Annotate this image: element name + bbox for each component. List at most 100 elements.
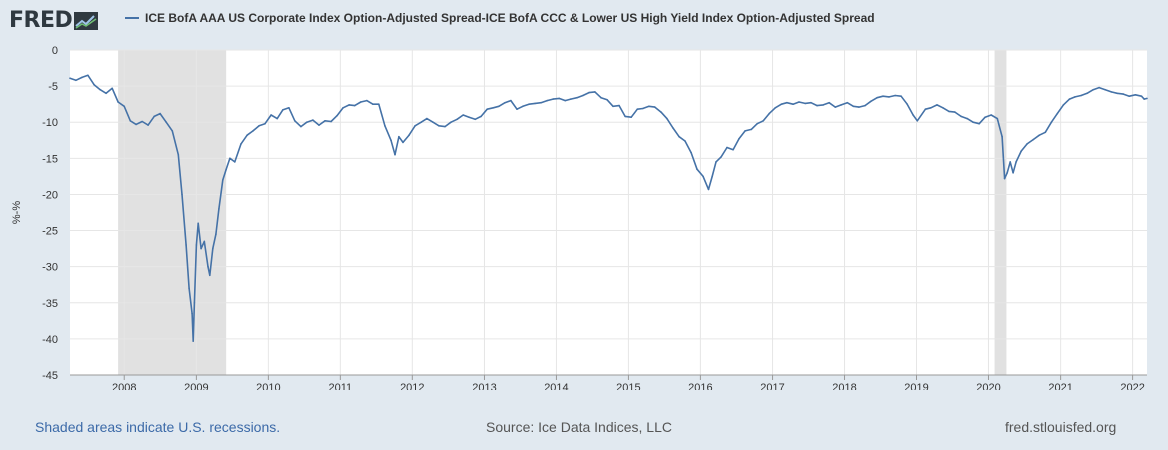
data-point xyxy=(432,121,434,123)
data-point xyxy=(1015,161,1017,163)
data-point xyxy=(111,87,113,90)
data-point xyxy=(1032,138,1034,141)
data-point xyxy=(1003,177,1006,180)
plot-area xyxy=(70,50,1147,375)
data-point xyxy=(558,97,560,100)
data-point xyxy=(288,107,290,109)
data-point xyxy=(960,115,962,118)
data-point xyxy=(181,193,183,196)
data-point xyxy=(153,115,155,118)
data-point xyxy=(1012,172,1014,174)
data-point xyxy=(916,120,919,122)
data-point xyxy=(312,119,314,121)
source-note: Source: Ice Data Indices, LLC xyxy=(486,419,672,435)
data-point xyxy=(1110,91,1113,93)
data-point xyxy=(486,108,489,110)
data-point xyxy=(948,110,950,113)
data-point xyxy=(912,114,914,116)
data-point xyxy=(171,130,174,132)
data-point xyxy=(1009,161,1011,163)
data-point xyxy=(528,103,530,105)
data-point xyxy=(1044,131,1047,134)
data-point xyxy=(540,101,542,104)
data-point xyxy=(804,102,806,105)
data-point xyxy=(87,74,89,77)
data-point xyxy=(1116,92,1118,95)
legend-swatch xyxy=(125,17,139,19)
data-point xyxy=(732,148,734,151)
data-point xyxy=(336,114,338,117)
data-point xyxy=(762,120,765,122)
data-point xyxy=(612,105,614,108)
data-point xyxy=(942,107,944,109)
data-point xyxy=(318,124,320,126)
data-point xyxy=(715,161,717,163)
data-point xyxy=(972,121,974,123)
data-point xyxy=(684,140,686,142)
data-point xyxy=(99,88,101,91)
data-point xyxy=(582,94,584,97)
data-point xyxy=(366,99,368,102)
data-point xyxy=(738,138,740,140)
y-axis-label: %-% xyxy=(11,201,23,224)
data-point xyxy=(1104,88,1106,91)
data-point xyxy=(534,102,536,105)
data-point xyxy=(798,101,800,103)
data-point xyxy=(756,122,758,125)
data-point xyxy=(726,146,728,149)
data-point xyxy=(282,109,284,111)
data-point xyxy=(618,104,620,107)
data-point xyxy=(1050,121,1053,123)
site-link[interactable]: fred.stlouisfed.org xyxy=(1005,419,1117,435)
data-point xyxy=(353,104,356,107)
data-point xyxy=(900,95,902,97)
data-point xyxy=(212,247,214,250)
data-point xyxy=(966,117,968,120)
data-point xyxy=(165,121,167,123)
data-point xyxy=(408,134,410,136)
data-point xyxy=(816,104,818,107)
data-point xyxy=(1080,94,1082,97)
data-point xyxy=(936,104,938,106)
data-point xyxy=(822,104,824,106)
data-point xyxy=(810,101,812,104)
data-point xyxy=(468,116,470,118)
x-tick-label: 2009 xyxy=(184,382,208,390)
data-point xyxy=(252,130,254,132)
data-point xyxy=(870,100,872,103)
series-line xyxy=(69,74,1148,342)
data-point xyxy=(852,105,855,108)
data-point xyxy=(191,312,193,315)
data-point xyxy=(624,115,626,118)
data-point xyxy=(660,111,662,113)
data-point xyxy=(188,287,190,290)
data-point xyxy=(129,120,132,122)
line-chart[interactable]: 0 -5 -10 -15 -20 -25 -30 -35 -40 -45 2008 2009 2010 2… xyxy=(0,40,1168,390)
data-point xyxy=(888,96,890,98)
fred-logo[interactable]: FRED xyxy=(9,8,99,33)
chart-legend[interactable]: ICE BofA AAA US Corporate Index Option-A… xyxy=(125,11,875,25)
x-tick-label: 2011 xyxy=(329,382,353,390)
data-point xyxy=(93,83,95,86)
data-point xyxy=(390,139,392,142)
data-point xyxy=(450,121,452,123)
recession-note: Shaded areas indicate U.S. recessions. xyxy=(35,419,281,435)
data-point xyxy=(600,96,602,99)
data-point xyxy=(215,233,217,235)
data-point xyxy=(504,101,506,104)
data-point xyxy=(141,120,143,123)
data-point xyxy=(420,121,423,123)
data-point xyxy=(372,103,374,105)
data-point xyxy=(648,105,650,108)
data-point xyxy=(828,101,830,104)
data-point xyxy=(516,108,518,110)
y-tick-label: 0 xyxy=(52,45,58,57)
data-point xyxy=(576,96,578,99)
data-point xyxy=(678,135,680,138)
data-point xyxy=(324,120,326,122)
x-tick-label: 2017 xyxy=(760,382,784,390)
data-point xyxy=(197,222,199,225)
data-point xyxy=(1134,94,1137,96)
data-point xyxy=(193,302,196,304)
data-point xyxy=(195,244,198,246)
